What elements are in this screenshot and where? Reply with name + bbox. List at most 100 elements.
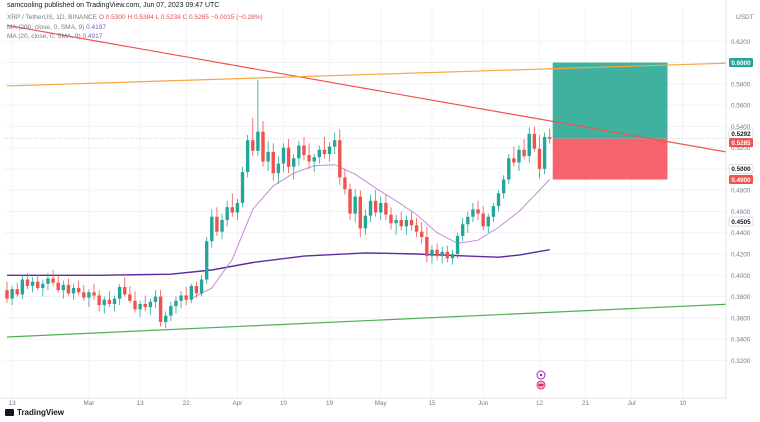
candle-body (199, 279, 204, 294)
time-tick-label: 13 (137, 400, 145, 407)
candle-body (522, 149, 526, 157)
ma200-label: MA (200, close, 0, SMA, 9) (7, 24, 85, 31)
candle (30, 277, 35, 293)
candle (476, 200, 480, 220)
price-label-text: 0.5285 (731, 140, 751, 147)
time-tick-label: 21 (582, 400, 590, 407)
candle-body (379, 202, 383, 213)
ma200-value: 0.4197 (86, 24, 107, 31)
candle (189, 283, 194, 303)
time-axis: 13 Mar 13 22 Apr 10 19 May 15 Jun 12 21 Jul 10 (0, 0, 727, 407)
candle (281, 143, 286, 173)
candle-body (71, 288, 76, 294)
time-tick-label: Mar (83, 400, 94, 407)
candle-body (174, 300, 178, 307)
candle-body (204, 241, 209, 280)
candle-body (430, 249, 434, 257)
candle-body (276, 163, 281, 174)
candle-body (194, 285, 199, 294)
candle (10, 285, 14, 306)
candle-body (507, 158, 511, 180)
time-tick-label: 19 (326, 400, 334, 407)
time-tick-label: 22 (183, 400, 191, 407)
tradingview-logo-icon (5, 409, 14, 416)
candle (36, 275, 40, 291)
price-label-neutral: 0.5000 (728, 164, 754, 174)
candle (15, 282, 19, 297)
price-tick-label: 0.4200 (731, 252, 751, 259)
price-label-text: 0.5000 (731, 166, 751, 173)
candle (399, 211, 403, 231)
candle (338, 129, 342, 185)
candle (496, 190, 501, 212)
candle (97, 290, 101, 312)
candle (51, 269, 55, 286)
candle (230, 193, 234, 217)
candle (46, 273, 50, 291)
candle (414, 217, 419, 237)
candle-body (235, 202, 240, 213)
candle-body (169, 306, 173, 316)
candle (317, 145, 322, 164)
candle-body (343, 177, 347, 190)
candle (481, 206, 485, 231)
candle-body (440, 251, 444, 257)
price-tick-label: 0.4000 (731, 273, 751, 280)
candle-body (435, 249, 439, 257)
candle (358, 190, 362, 237)
candle-body (450, 254, 455, 259)
loss-zone (552, 138, 668, 180)
candle-body (460, 224, 465, 236)
earnings-icon (536, 380, 546, 390)
candle-body (527, 133, 531, 157)
ma200-legend[interactable]: MA (200, close, 0, SMA, 9) 0.4197 (7, 24, 106, 31)
price-label-box (729, 138, 753, 148)
price-label-text: 0.6000 (731, 60, 751, 67)
candle-body (271, 151, 275, 174)
candle-body (404, 219, 409, 227)
candle (353, 189, 357, 223)
candle-body (373, 200, 378, 213)
candle-body (76, 288, 81, 293)
candle (440, 246, 444, 264)
ma20-legend[interactable]: MA (20, close, 0, SMA, 9) 0.4917 (7, 33, 102, 40)
candle-body (51, 278, 55, 283)
candle (348, 183, 352, 220)
moving-averages (7, 164, 551, 300)
time-tick-label: 10 (280, 400, 288, 407)
candle-body (143, 303, 147, 308)
candle (153, 290, 158, 309)
candle-body (537, 148, 542, 169)
candle-body (92, 292, 96, 296)
candle-body (512, 158, 516, 163)
position-zones[interactable] (4, 62, 726, 180)
candle (117, 283, 122, 306)
candle (501, 175, 506, 199)
candle-body (471, 209, 475, 217)
candle (143, 295, 147, 312)
published-credit: samcooling published on TradingView.com,… (7, 2, 220, 9)
candle (215, 207, 219, 236)
candle-body (153, 296, 158, 302)
event-icon-dot (539, 373, 543, 377)
symbol-legend[interactable]: XRP / TetherUS, 1D, BINANCE O 0.5300 H 0… (7, 14, 263, 21)
candle-body (41, 283, 45, 289)
candle (404, 215, 409, 235)
event-markers[interactable] (536, 370, 546, 390)
candle (373, 190, 378, 217)
candle-body (496, 193, 501, 207)
candle-body (5, 290, 9, 299)
candle-body (420, 231, 424, 237)
candle (245, 134, 250, 178)
price-label-text: 0.4900 (731, 177, 751, 184)
candle-body (240, 172, 245, 203)
candle (5, 281, 9, 303)
trendlines[interactable] (6, 24, 760, 338)
candle-body (292, 158, 296, 167)
candle (368, 194, 373, 223)
candle (486, 213, 490, 233)
candle-body (338, 140, 342, 178)
candle-body (542, 137, 547, 169)
tradingview-logo[interactable]: TradingView (5, 408, 64, 417)
